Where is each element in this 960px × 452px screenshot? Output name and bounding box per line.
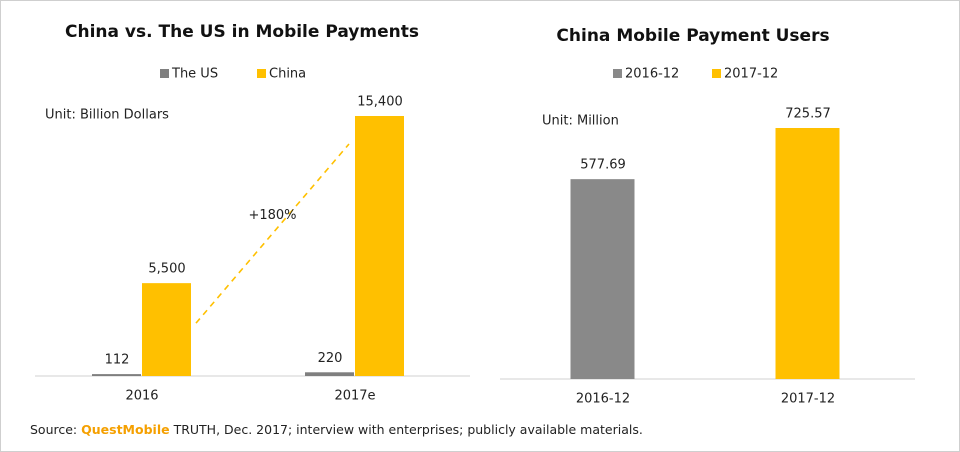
x-tick-label: 2016-12 — [576, 392, 630, 407]
legend-label: The US — [171, 67, 218, 82]
data-label: 220 — [318, 351, 343, 366]
unit-label: Unit: Million — [542, 114, 619, 129]
bar — [355, 116, 404, 376]
legend-label: 2017-12 — [724, 67, 778, 82]
bar — [142, 283, 191, 376]
source: Source: QuestMobile TRUTH, Dec. 2017; in… — [30, 422, 643, 437]
x-tick-label: 2017-12 — [781, 392, 835, 407]
data-label: 5,500 — [148, 262, 185, 277]
legend-swatch — [257, 69, 266, 78]
bar — [92, 374, 141, 376]
source-rest: TRUTH, Dec. 2017; interview with enterpr… — [173, 422, 643, 437]
legend-label: China — [269, 67, 306, 82]
chart-title: China vs. The US in Mobile Payments — [65, 22, 419, 42]
bar — [305, 372, 354, 376]
data-label: 725.57 — [785, 107, 831, 122]
source-highlight: QuestMobile — [81, 422, 169, 437]
bar — [775, 128, 840, 379]
annotation: +180% — [248, 208, 296, 223]
chart-title: China Mobile Payment Users — [556, 26, 829, 46]
legend-swatch — [160, 69, 169, 78]
legend-label: 2016-12 — [625, 67, 679, 82]
bar — [570, 179, 635, 379]
data-label: 15,400 — [357, 95, 403, 110]
data-label: 112 — [105, 353, 130, 368]
x-tick-label: 2016 — [125, 389, 158, 404]
data-label: 577.69 — [580, 158, 626, 173]
unit-label: Unit: Billion Dollars — [45, 108, 169, 123]
legend-swatch — [712, 69, 721, 78]
source-prefix: Source: — [30, 422, 77, 437]
x-tick-label: 2017e — [334, 389, 375, 404]
legend-swatch — [613, 69, 622, 78]
